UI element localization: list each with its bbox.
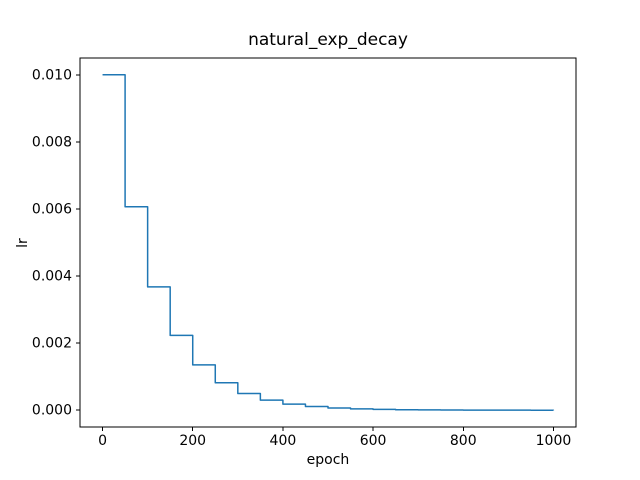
x-tick-label: 800	[450, 433, 477, 449]
x-tick-label: 0	[98, 433, 107, 449]
chart-title: natural_exp_decay	[248, 30, 408, 50]
x-tick-label: 1000	[536, 433, 572, 449]
axes-box	[79, 57, 577, 428]
x-tick-label: 200	[179, 433, 206, 449]
y-tick-label: 0.006	[32, 201, 72, 217]
y-tick-label: 0.008	[32, 134, 72, 150]
y-tick-label: 0.002	[32, 336, 72, 352]
x-axis-label: epoch	[306, 452, 350, 468]
y-tick-label: 0.004	[32, 269, 72, 285]
y-tick-label: 0.000	[32, 403, 72, 419]
x-tick-label: 400	[270, 433, 297, 449]
lr-decay-line	[102, 74, 555, 411]
y-tick-label: 0.010	[32, 67, 72, 83]
x-tick-label: 600	[360, 433, 387, 449]
